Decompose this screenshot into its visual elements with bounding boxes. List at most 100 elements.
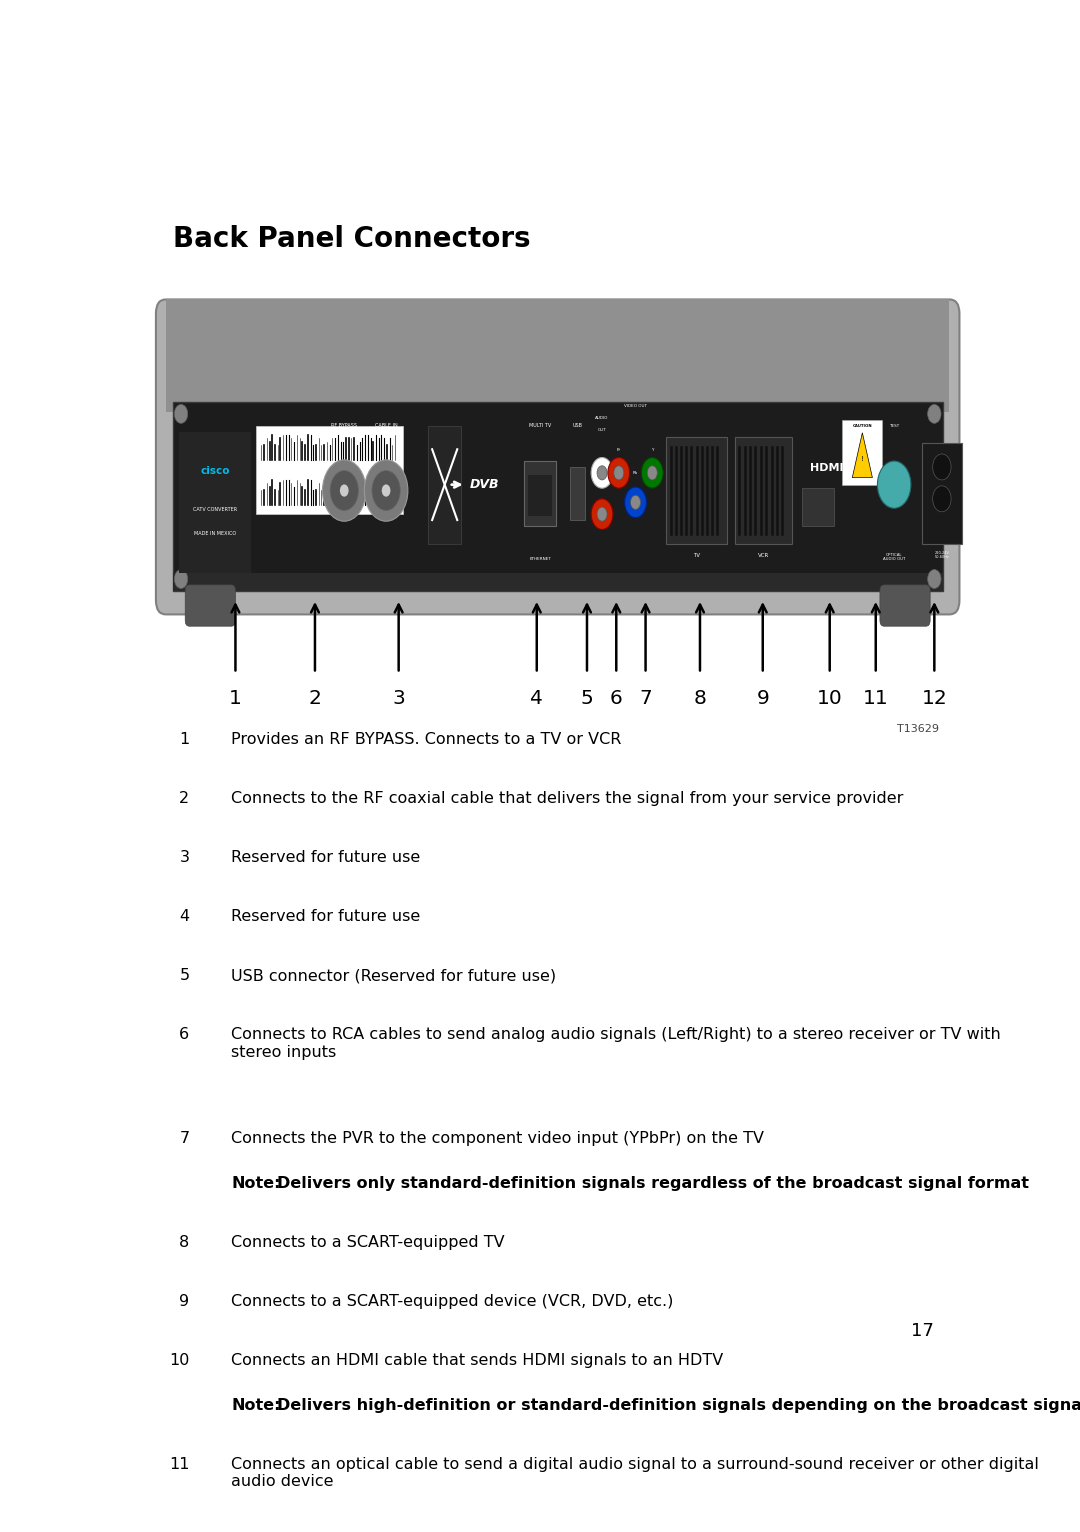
Circle shape bbox=[613, 466, 624, 480]
Text: MADE IN MEXICO: MADE IN MEXICO bbox=[194, 532, 237, 536]
Text: 7: 7 bbox=[639, 689, 652, 708]
Polygon shape bbox=[852, 432, 873, 478]
Text: TV: TV bbox=[693, 553, 700, 558]
Text: 1: 1 bbox=[179, 732, 189, 748]
Circle shape bbox=[631, 495, 640, 510]
Bar bbox=[173, 401, 943, 591]
Text: 4: 4 bbox=[179, 910, 189, 924]
Bar bbox=[524, 461, 556, 525]
Circle shape bbox=[877, 461, 910, 509]
Text: Connects to the RF coaxial cable that delivers the signal from your service prov: Connects to the RF coaxial cable that de… bbox=[231, 792, 904, 806]
Text: 11: 11 bbox=[168, 1457, 189, 1472]
Text: Connects an optical cable to send a digital audio signal to a surround-sound rec: Connects an optical cable to send a digi… bbox=[231, 1457, 1039, 1489]
Text: 5: 5 bbox=[179, 968, 189, 984]
Text: 6: 6 bbox=[610, 689, 623, 708]
Text: CATV CONVERTER: CATV CONVERTER bbox=[193, 507, 237, 512]
Circle shape bbox=[928, 570, 941, 588]
Bar bbox=[256, 426, 403, 515]
Text: Delivers high-definition or standard-definition signals depending on the broadca: Delivers high-definition or standard-def… bbox=[278, 1397, 1080, 1413]
Circle shape bbox=[174, 570, 188, 588]
Text: 9: 9 bbox=[756, 689, 769, 708]
Text: 3: 3 bbox=[179, 850, 189, 866]
Text: VCR: VCR bbox=[758, 553, 769, 558]
Text: Delivers only standard-definition signals regardless of the broadcast signal for: Delivers only standard-definition signal… bbox=[278, 1177, 1029, 1190]
Text: 8: 8 bbox=[693, 689, 706, 708]
Text: 4: 4 bbox=[530, 689, 543, 708]
Circle shape bbox=[330, 470, 359, 510]
Text: RF BYPASS: RF BYPASS bbox=[332, 423, 357, 427]
Circle shape bbox=[597, 466, 607, 480]
Text: 8: 8 bbox=[179, 1235, 189, 1250]
Circle shape bbox=[928, 404, 941, 423]
Text: T13629: T13629 bbox=[896, 725, 939, 734]
Text: Connects to RCA cables to send analog audio signals (Left/Right) to a stereo rec: Connects to RCA cables to send analog au… bbox=[231, 1028, 1001, 1060]
Text: Connects an HDMI cable that sends HDMI signals to an HDTV: Connects an HDMI cable that sends HDMI s… bbox=[231, 1353, 724, 1368]
Text: VIDEO OUT: VIDEO OUT bbox=[624, 404, 647, 408]
Circle shape bbox=[591, 499, 613, 530]
Text: DVB: DVB bbox=[470, 478, 499, 492]
Text: 5: 5 bbox=[581, 689, 593, 708]
Circle shape bbox=[647, 466, 658, 480]
Text: AUDIO: AUDIO bbox=[595, 415, 609, 420]
Text: CABLE IN: CABLE IN bbox=[375, 423, 397, 427]
Circle shape bbox=[364, 460, 408, 521]
Text: OUT: OUT bbox=[597, 427, 607, 432]
Circle shape bbox=[381, 484, 391, 496]
Bar bbox=[166, 299, 949, 412]
Text: 2: 2 bbox=[179, 792, 189, 806]
Text: 10: 10 bbox=[816, 689, 842, 708]
Bar bbox=[922, 443, 962, 544]
Text: ETHERNET: ETHERNET bbox=[529, 558, 551, 561]
Text: cisco: cisco bbox=[200, 466, 230, 476]
Circle shape bbox=[174, 404, 188, 423]
Circle shape bbox=[323, 460, 366, 521]
Circle shape bbox=[372, 470, 401, 510]
Text: Connects the PVR to the component video input (YPbPr) on the TV: Connects the PVR to the component video … bbox=[231, 1131, 765, 1146]
Text: 17: 17 bbox=[912, 1322, 934, 1340]
Bar bbox=[735, 438, 792, 544]
Text: 7: 7 bbox=[179, 1131, 189, 1146]
Text: 10: 10 bbox=[170, 1353, 189, 1368]
Text: Y: Y bbox=[651, 447, 653, 452]
Text: Back Panel Connectors: Back Panel Connectors bbox=[173, 225, 530, 253]
Text: 12: 12 bbox=[921, 689, 947, 708]
Text: CAUTION: CAUTION bbox=[852, 424, 873, 429]
Text: HDMI: HDMI bbox=[810, 463, 843, 473]
Text: Connects to a SCART-equipped TV: Connects to a SCART-equipped TV bbox=[231, 1235, 504, 1250]
Circle shape bbox=[597, 507, 607, 521]
Text: Reserved for future use: Reserved for future use bbox=[231, 850, 420, 866]
Circle shape bbox=[642, 458, 663, 489]
Bar bbox=[179, 432, 251, 573]
Text: 1: 1 bbox=[229, 689, 242, 708]
Text: Reserved for future use: Reserved for future use bbox=[231, 910, 420, 924]
Text: Note:: Note: bbox=[231, 1397, 281, 1413]
FancyBboxPatch shape bbox=[186, 585, 235, 627]
Text: Connects to a SCART-equipped device (VCR, DVD, etc.): Connects to a SCART-equipped device (VCR… bbox=[231, 1295, 674, 1308]
Text: 11: 11 bbox=[863, 689, 889, 708]
Text: MULTI TV: MULTI TV bbox=[529, 423, 551, 427]
Text: TEST: TEST bbox=[889, 424, 900, 427]
Text: 9: 9 bbox=[179, 1295, 189, 1308]
Circle shape bbox=[591, 458, 613, 489]
Text: USB connector (Reserved for future use): USB connector (Reserved for future use) bbox=[231, 968, 556, 984]
Bar bbox=[528, 475, 552, 516]
Text: 3: 3 bbox=[392, 689, 405, 708]
Bar bbox=[666, 438, 727, 544]
Bar bbox=[428, 426, 461, 544]
Text: 2: 2 bbox=[309, 689, 322, 708]
Text: Pr: Pr bbox=[617, 447, 621, 452]
Text: OPTICAL
AUDIO OUT: OPTICAL AUDIO OUT bbox=[883, 553, 905, 561]
Circle shape bbox=[340, 484, 349, 496]
Bar bbox=[570, 467, 585, 519]
Text: !: ! bbox=[861, 455, 864, 461]
Text: Note:: Note: bbox=[231, 1177, 281, 1190]
Text: 6: 6 bbox=[179, 1028, 189, 1042]
FancyBboxPatch shape bbox=[880, 585, 930, 627]
Bar bbox=[802, 489, 834, 525]
Text: 220-24V
50-60Hz: 220-24V 50-60Hz bbox=[934, 550, 949, 559]
Circle shape bbox=[624, 487, 647, 518]
Bar bbox=[842, 420, 882, 484]
FancyBboxPatch shape bbox=[156, 299, 959, 614]
Text: Pb: Pb bbox=[633, 472, 638, 475]
Text: Provides an RF BYPASS. Connects to a TV or VCR: Provides an RF BYPASS. Connects to a TV … bbox=[231, 732, 622, 748]
